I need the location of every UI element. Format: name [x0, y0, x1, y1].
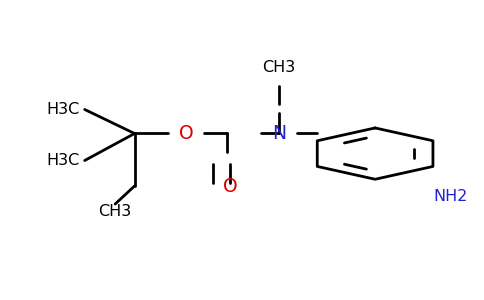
Text: CH3: CH3	[262, 60, 295, 75]
Text: H3C: H3C	[46, 102, 79, 117]
Text: CH3: CH3	[99, 204, 132, 219]
Text: O: O	[223, 177, 237, 196]
Text: O: O	[179, 124, 194, 143]
Text: H3C: H3C	[46, 153, 79, 168]
Text: NH2: NH2	[433, 189, 468, 204]
Text: N: N	[272, 124, 286, 143]
